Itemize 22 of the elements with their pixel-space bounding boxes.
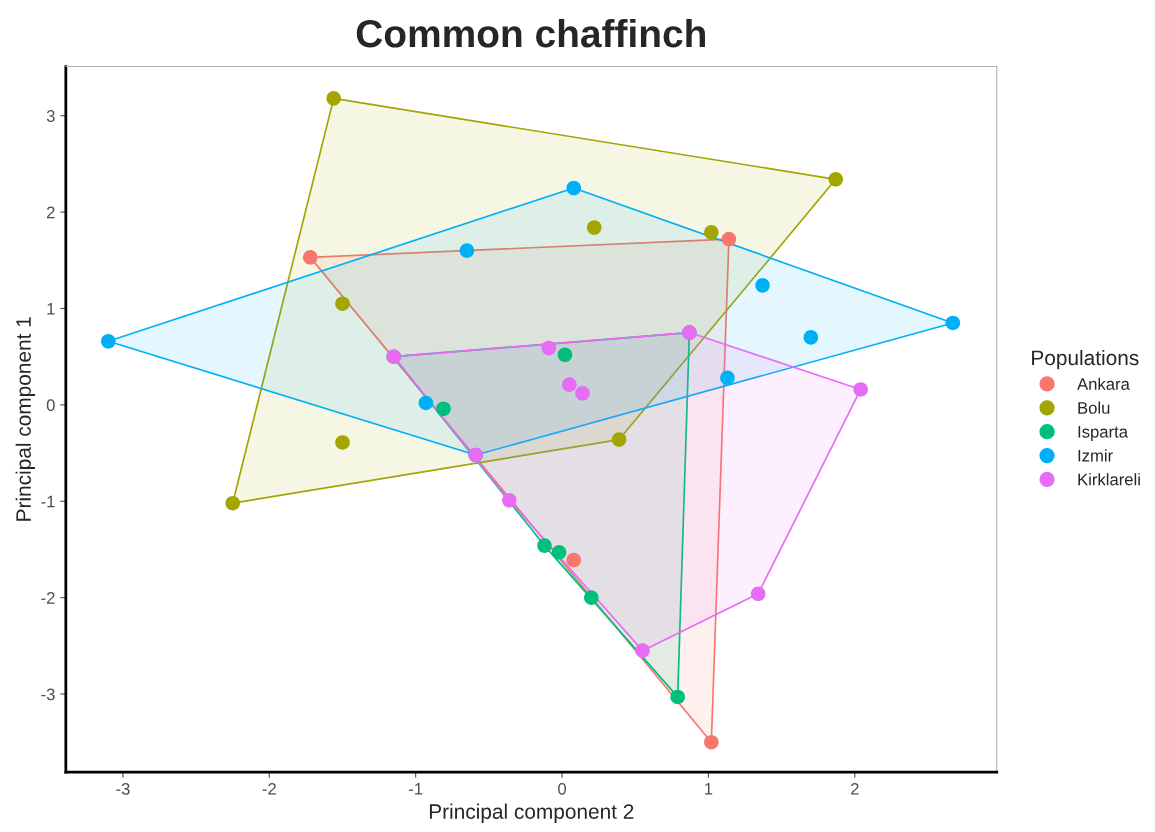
y-tick-label: 0 xyxy=(46,399,55,412)
x-tick-label: -2 xyxy=(262,782,276,795)
y-tick-label: -2 xyxy=(41,592,55,604)
x-tick-label: -3 xyxy=(116,782,130,795)
legend-label: Kirklareli xyxy=(1078,473,1140,486)
y-tick-label: -1 xyxy=(41,495,55,508)
y-tick-label: -3 xyxy=(41,688,55,701)
y-axis-title: Principal component 1 xyxy=(15,317,36,521)
legend-label: Izmir xyxy=(1078,449,1113,462)
chart-title: Common chaffinch xyxy=(356,18,705,48)
x-tick-label: 1 xyxy=(705,783,713,795)
legend-title: Populations xyxy=(1032,349,1139,370)
y-tick-label: 1 xyxy=(47,303,55,315)
x-tick-label: 0 xyxy=(558,782,567,795)
y-tick-label: 2 xyxy=(46,206,55,219)
x-tick-label: 2 xyxy=(850,782,859,795)
x-axis-title: Principal component 2 xyxy=(429,803,634,824)
legend-label: Ankara xyxy=(1077,377,1130,390)
x-tick-label: -1 xyxy=(409,783,423,795)
y-tick-label: 3 xyxy=(46,110,55,122)
legend-label: Bolu xyxy=(1078,401,1110,414)
legend-label: Isparta xyxy=(1078,426,1128,441)
